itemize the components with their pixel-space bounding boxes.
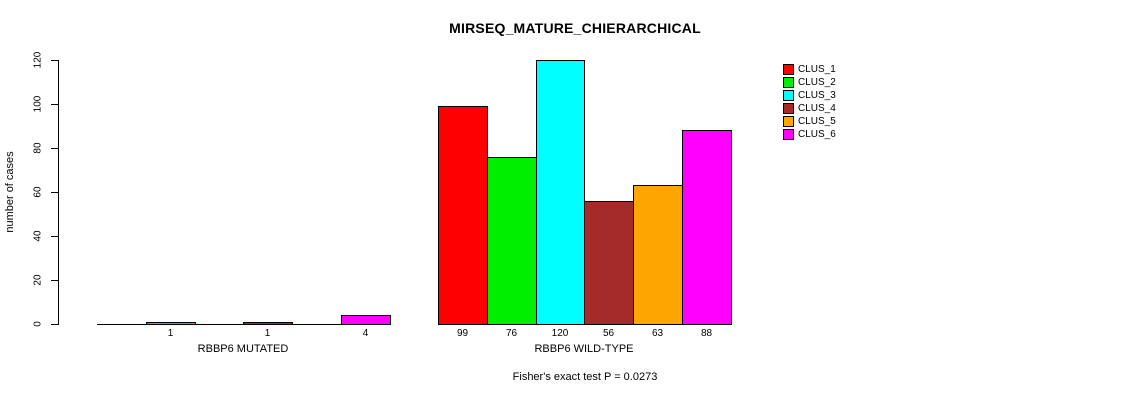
bar-value-label: 1 bbox=[264, 328, 271, 339]
bar-clus_5-wildtype bbox=[633, 185, 683, 325]
y-tick-label: 120 bbox=[32, 51, 44, 69]
bar-clus_1-wildtype bbox=[438, 106, 488, 325]
bar-clus_3-mutated bbox=[195, 324, 244, 325]
legend-swatch-icon bbox=[783, 64, 794, 75]
y-tick-label: 60 bbox=[32, 186, 44, 198]
legend-swatch-icon bbox=[783, 116, 794, 127]
legend-item-clus_6: CLUS_6 bbox=[783, 128, 853, 141]
y-axis-line bbox=[58, 60, 59, 325]
y-tick-label: 80 bbox=[32, 142, 44, 154]
y-tick-label: 40 bbox=[32, 230, 44, 242]
legend-label: CLUS_1 bbox=[798, 64, 836, 75]
group-label-mutated: RBBP6 MUTATED bbox=[197, 343, 289, 355]
y-tick bbox=[51, 148, 58, 149]
footnote-text: Fisher's exact test P = 0.0273 bbox=[512, 371, 658, 383]
y-axis-label: number of cases bbox=[4, 151, 16, 233]
legend-item-clus_5: CLUS_5 bbox=[783, 115, 853, 128]
bar-clus_6-mutated bbox=[341, 315, 391, 325]
bar-clus_4-mutated bbox=[243, 322, 293, 325]
y-tick-label: 20 bbox=[32, 274, 44, 286]
bar-clus_2-mutated bbox=[146, 322, 196, 325]
y-tick-label: 100 bbox=[32, 95, 44, 113]
legend-item-clus_2: CLUS_2 bbox=[783, 76, 853, 89]
legend-swatch-icon bbox=[783, 103, 794, 114]
bar-clus_6-wildtype bbox=[682, 130, 732, 325]
bar-clus_5-mutated bbox=[292, 324, 342, 325]
legend-label: CLUS_5 bbox=[798, 116, 836, 127]
bar-value-label: 1 bbox=[167, 328, 174, 339]
legend-label: CLUS_3 bbox=[798, 90, 836, 101]
legend-label: CLUS_4 bbox=[798, 103, 836, 114]
legend-item-clus_1: CLUS_1 bbox=[783, 63, 853, 76]
group-label-wildtype: RBBP6 WILD-TYPE bbox=[534, 343, 634, 355]
bar-clus_4-wildtype bbox=[584, 201, 634, 325]
y-tick bbox=[51, 104, 58, 105]
bar-value-label: 56 bbox=[602, 328, 615, 339]
legend-swatch-icon bbox=[783, 129, 794, 140]
legend-swatch-icon bbox=[783, 90, 794, 101]
y-tick-label: 0 bbox=[32, 321, 44, 327]
bar-value-label: 88 bbox=[700, 328, 713, 339]
y-tick bbox=[51, 60, 58, 61]
bar-clus_1-mutated bbox=[97, 324, 147, 325]
legend-label: CLUS_2 bbox=[798, 77, 836, 88]
legend-label: CLUS_6 bbox=[798, 129, 836, 140]
bar-value-label: 76 bbox=[505, 328, 518, 339]
y-tick bbox=[51, 192, 58, 193]
legend-swatch-icon bbox=[783, 77, 794, 88]
bar-clus_3-wildtype bbox=[536, 60, 585, 325]
legend-item-clus_4: CLUS_4 bbox=[783, 102, 853, 115]
y-tick bbox=[51, 324, 58, 325]
bar-value-label: 99 bbox=[456, 328, 469, 339]
y-tick bbox=[51, 280, 58, 281]
bar-value-label: 120 bbox=[551, 328, 569, 339]
y-tick bbox=[51, 236, 58, 237]
bar-clus_2-wildtype bbox=[487, 157, 537, 325]
bar-value-label: 4 bbox=[362, 328, 369, 339]
bar-value-label: 63 bbox=[651, 328, 664, 339]
chart-title: MIRSEQ_MATURE_CHIERARCHICAL bbox=[449, 20, 701, 36]
legend-item-clus_3: CLUS_3 bbox=[783, 89, 853, 102]
